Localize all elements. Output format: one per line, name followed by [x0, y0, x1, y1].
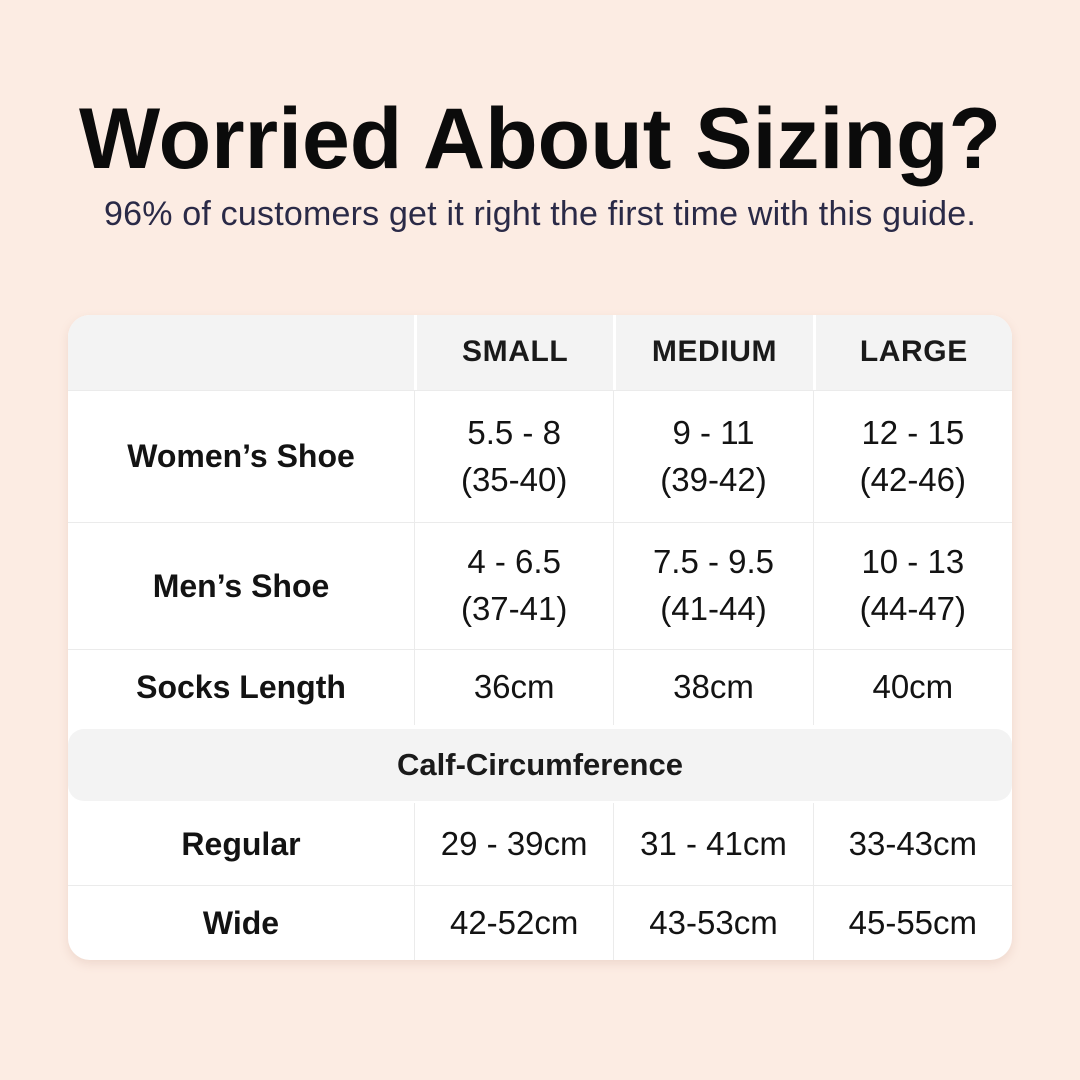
calf-circumference-section-header: Calf-Circumference [68, 729, 1012, 801]
row-label: Women’s Shoe [127, 438, 355, 474]
table-row-regular: Regular 29 - 39cm 31 - 41cm 33-43cm [68, 803, 1012, 885]
page-subtitle: 96% of customers get it right the first … [103, 194, 976, 233]
cell-regular-large: 33-43cm [812, 803, 1012, 885]
row-label: Socks Length [136, 669, 346, 705]
table-row-socks-length: Socks Length 36cm 38cm 40cm [68, 649, 1012, 725]
cell-regular-small: 29 - 39cm [414, 803, 613, 885]
column-header-large: LARGE [812, 315, 1012, 390]
page-title: Worried About Sizing? [78, 91, 1002, 187]
table-row-mens-shoe: Men’s Shoe 4 - 6.5 (37-41) 7.5 - 9.5 (41… [68, 522, 1012, 649]
size-chart-table: SMALL MEDIUM LARGE Women’s Shoe 5.5 - 8 … [68, 315, 1012, 960]
section-banner-wrap: Calf-Circumference [68, 725, 1012, 803]
column-header-blank [68, 315, 414, 390]
table-header-row: SMALL MEDIUM LARGE [68, 315, 1012, 390]
row-label: Regular [181, 825, 301, 862]
cell-womens-medium: 9 - 11 (39-42) [613, 391, 812, 522]
cell-wide-large: 45-55cm [812, 886, 1012, 960]
cell-mens-small: 4 - 6.5 (37-41) [414, 523, 613, 649]
cell-womens-large: 12 - 15 (42-46) [812, 391, 1012, 522]
cell-regular-medium: 31 - 41cm [613, 803, 812, 885]
table-row-womens-shoe: Women’s Shoe 5.5 - 8 (35-40) 9 - 11 (39-… [68, 390, 1012, 522]
cell-mens-medium: 7.5 - 9.5 (41-44) [613, 523, 812, 649]
cell-socks-large: 40cm [812, 650, 1012, 725]
cell-wide-medium: 43-53cm [613, 886, 812, 960]
row-label: Men’s Shoe [152, 567, 330, 604]
cell-socks-medium: 38cm [613, 650, 812, 725]
cell-mens-large: 10 - 13 (44-47) [812, 523, 1012, 649]
cell-wide-small: 42-52cm [414, 886, 613, 960]
row-label: Wide [202, 904, 280, 941]
cell-socks-small: 36cm [414, 650, 613, 725]
column-header-small: SMALL [414, 315, 613, 390]
cell-womens-small: 5.5 - 8 (35-40) [414, 391, 613, 522]
hero-header: Worried About Sizing? 96% of customers g… [0, 0, 1080, 234]
table-row-wide: Wide 42-52cm 43-53cm 45-55cm [68, 885, 1012, 960]
column-header-medium: MEDIUM [613, 315, 812, 390]
